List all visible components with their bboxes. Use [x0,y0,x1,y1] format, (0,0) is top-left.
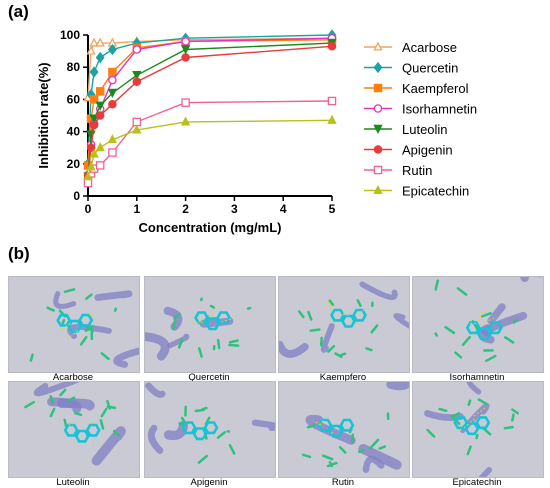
data-point-epicatechin [182,118,189,125]
data-point-rutin [84,180,91,187]
docking-caption: Luteolin [8,477,138,488]
data-point-apigenin [328,43,335,50]
series-line-rutin [88,101,332,183]
y-tick-label: 20 [67,157,81,171]
data-point-epicatechin [133,126,140,133]
legend-marker-kaempferol [374,84,381,91]
data-point-rutin [109,149,116,156]
data-point-apigenin [97,112,104,119]
legend-label-quercetin: Quercetin [402,61,458,76]
data-point-luteolin [182,46,189,53]
data-point-apigenin [133,78,140,85]
docking-image [278,381,410,478]
y-tick-label: 60 [67,92,81,106]
legend-marker-acarbose [374,43,381,50]
docking-pose-illustration [145,382,275,477]
docking-image [144,381,276,478]
docking-caption: Rutin [278,477,408,488]
legend-marker-apigenin [374,146,381,153]
docking-image [278,276,410,373]
legend-label-luteolin: Luteolin [402,122,448,137]
y-axis-label: Inhibition rate(%) [36,62,51,168]
legend-marker-rutin [374,166,381,173]
x-tick-label: 1 [133,202,140,216]
y-tick-label: 80 [67,60,81,74]
y-tick-label: 100 [60,28,80,42]
data-point-isorhamnetin [133,46,140,53]
legend-marker-isorhamnetin [374,105,381,112]
data-point-quercetin [97,53,104,62]
data-point-apigenin [109,101,116,108]
data-point-kaempferol [97,88,104,95]
x-tick-label: 2 [182,202,189,216]
docking-pose-illustration [279,277,409,372]
legend-marker-epicatechin [374,186,381,193]
legend-label-apigenin: Apigenin [402,143,453,158]
docking-pose-illustration [279,382,409,477]
data-point-kaempferol [109,68,116,75]
docking-image [144,276,276,373]
docking-caption: Epicatechin [412,477,542,488]
docking-image [412,276,544,373]
inhibition-chart: 0 1 2 3 4 5 0 20 40 60 80 100 Concentration (mg/mL) I… [0,0,550,240]
legend-label-epicatechin: Epicatechin [402,184,469,199]
data-point-rutin [133,118,140,125]
data-point-quercetin [91,67,98,76]
legend-label-kaempferol: Kaempferol [402,81,469,96]
data-point-apigenin [91,122,98,129]
x-tick-label: 4 [280,202,287,216]
docking-pose-illustration [9,277,139,372]
docking-image [8,276,140,373]
x-tick-label: 0 [85,202,92,216]
data-point-apigenin [182,54,189,61]
data-point-isorhamnetin [109,76,116,83]
data-point-rutin [328,97,335,104]
legend-label-rutin: Rutin [402,163,432,178]
docking-pose-illustration [145,277,275,372]
data-point-acarbose [97,39,104,46]
docking-image [412,381,544,478]
legend-marker-luteolin [374,125,381,132]
x-tick-label: 5 [329,202,336,216]
data-point-rutin [97,162,104,169]
data-point-isorhamnetin [182,38,189,45]
legend-label-isorhamnetin: Isorhamnetin [402,102,477,117]
series-line-luteolin [88,43,332,177]
series-line-acarbose [88,38,332,98]
data-point-epicatechin [328,116,335,123]
series-line-quercetin [88,35,332,164]
docking-pose-illustration [413,382,543,477]
panel-b-label: (b) [8,244,30,264]
y-tick-label: 0 [73,189,80,203]
x-tick-label: 3 [231,202,238,216]
x-axis-label: Concentration (mg/mL) [139,220,282,235]
docking-image [8,381,140,478]
y-tick-label: 40 [67,125,81,139]
legend-marker-quercetin [374,63,381,72]
docking-pose-illustration [413,277,543,372]
series-line-epicatechin [88,120,332,176]
data-point-epicatechin [109,136,116,143]
data-point-epicatechin [97,144,104,151]
docking-caption: Apigenin [144,477,274,488]
legend-label-acarbose: Acarbose [402,40,457,55]
docking-pose-illustration [9,382,139,477]
data-point-rutin [182,99,189,106]
